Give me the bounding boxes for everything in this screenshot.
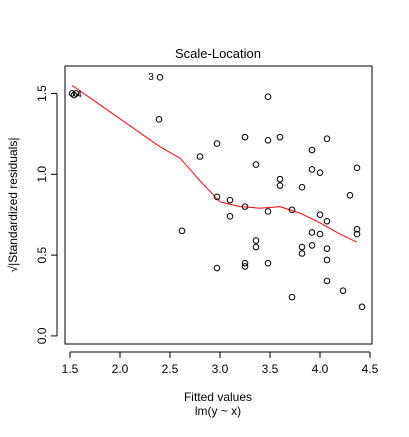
x-tick-label: 4.5: [362, 362, 379, 376]
data-point: [358, 303, 366, 311]
data-point: [353, 225, 361, 233]
data-point: [264, 259, 272, 267]
x-tick-label: 1.5: [62, 362, 79, 376]
data-point: [353, 164, 361, 172]
data-point: [72, 90, 80, 97]
smooth-line-layer: [71, 84, 358, 243]
point-labels-layer: 34: [76, 72, 154, 101]
data-point: [276, 175, 284, 183]
x-tick-label: 2.0: [112, 362, 129, 376]
y-axis: 0.0 0.5 1.0 1.5: [35, 85, 58, 344]
data-point: [308, 229, 316, 236]
plot-frame: [64, 65, 373, 345]
data-point: [264, 93, 272, 101]
data-point: [323, 277, 331, 285]
data-point: [316, 211, 324, 218]
data-point: [339, 287, 347, 294]
data-point: [155, 116, 163, 123]
y-tick-label: 1.0: [35, 166, 49, 183]
y-tick-label: 1.5: [35, 85, 49, 102]
data-point: [276, 133, 284, 141]
smooth-line: [71, 84, 358, 243]
data-point: [68, 90, 76, 97]
data-point: [70, 91, 78, 99]
point-label: 4: [76, 90, 82, 101]
data-point: [226, 213, 234, 220]
data-point: [241, 263, 249, 270]
data-point: [241, 133, 249, 141]
data-point: [213, 264, 221, 272]
y-axis-label: √|Standardized residuals|: [6, 138, 20, 273]
data-point: [316, 169, 324, 176]
data-point: [156, 74, 164, 81]
data-point: [226, 196, 234, 204]
x-tick-label: 3.5: [262, 362, 279, 376]
data-point: [288, 206, 296, 214]
x-tick-label: 2.5: [162, 362, 179, 376]
data-point: [298, 250, 306, 257]
data-point: [288, 293, 296, 301]
data-point: [196, 153, 204, 160]
data-point: [298, 243, 306, 251]
data-point: [323, 245, 331, 252]
chart-title: Scale-Location: [175, 46, 261, 61]
data-point: [298, 183, 306, 191]
x-axis-sublabel: lm(y ~ x): [195, 404, 241, 418]
data-point: [308, 146, 316, 154]
data-point: [323, 256, 331, 264]
x-axis: 1.5 2.0 2.5 3.0 3.5 4.0 4.5: [62, 351, 379, 376]
data-point: [323, 217, 331, 225]
x-axis-label: Fitted values: [184, 390, 252, 404]
x-tick-label: 4.0: [312, 362, 329, 376]
data-point: [353, 230, 361, 238]
data-point: [252, 243, 260, 251]
data-point: [316, 230, 324, 238]
y-tick-label: 0.0: [35, 327, 49, 344]
data-point: [252, 161, 260, 168]
points-layer: [68, 74, 366, 311]
point-label: 3: [148, 72, 154, 83]
data-point: [308, 166, 316, 173]
data-point: [241, 203, 249, 210]
data-point: [308, 242, 316, 249]
data-point: [323, 135, 331, 143]
x-tick-label: 3.0: [212, 362, 229, 376]
data-point: [213, 140, 221, 147]
data-point: [241, 259, 249, 267]
data-point: [264, 208, 272, 215]
data-point: [252, 237, 260, 244]
y-tick-label: 0.5: [35, 246, 49, 263]
data-point: [264, 137, 272, 144]
data-point: [178, 227, 186, 235]
data-point: [346, 192, 354, 199]
data-point: [213, 193, 221, 201]
data-point: [276, 182, 284, 189]
